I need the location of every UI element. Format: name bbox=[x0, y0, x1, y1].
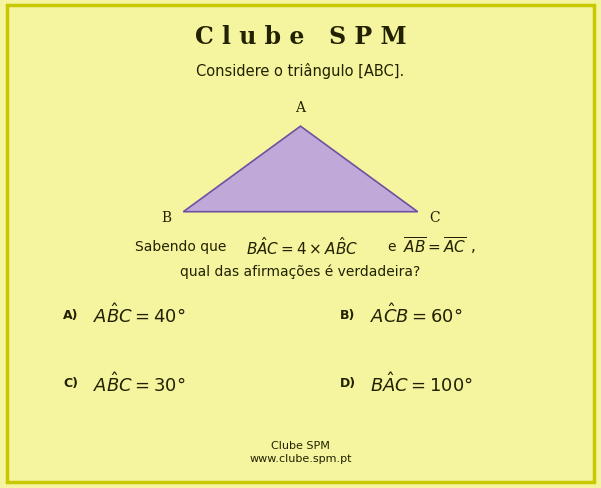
Text: ,: , bbox=[471, 239, 475, 254]
Text: $B\hat{A}C = 4\times A\hat{B}C$: $B\hat{A}C = 4\times A\hat{B}C$ bbox=[246, 236, 359, 257]
Text: A): A) bbox=[63, 308, 79, 321]
Text: C: C bbox=[429, 210, 440, 224]
Text: $\overline{AB}=\overline{AC}$: $\overline{AB}=\overline{AC}$ bbox=[403, 236, 466, 257]
Text: Clube SPM: Clube SPM bbox=[271, 440, 330, 450]
Text: $B\hat{A}C = 100°$: $B\hat{A}C = 100°$ bbox=[370, 371, 472, 395]
Polygon shape bbox=[183, 127, 418, 212]
Text: qual das afirmações é verdadeira?: qual das afirmações é verdadeira? bbox=[180, 264, 421, 279]
Text: Sabendo que: Sabendo que bbox=[135, 240, 227, 253]
Text: $A\hat{B}C = 40°$: $A\hat{B}C = 40°$ bbox=[93, 303, 186, 326]
Text: www.clube.spm.pt: www.clube.spm.pt bbox=[249, 453, 352, 463]
Text: D): D) bbox=[340, 377, 356, 389]
Text: C): C) bbox=[63, 377, 78, 389]
Text: $A\hat{B}C = 30°$: $A\hat{B}C = 30°$ bbox=[93, 371, 186, 395]
Text: C l u b e   S P M: C l u b e S P M bbox=[195, 24, 406, 49]
Text: Considere o triângulo [ABC].: Considere o triângulo [ABC]. bbox=[197, 63, 404, 79]
Text: B): B) bbox=[340, 308, 355, 321]
Text: e: e bbox=[388, 240, 396, 253]
FancyBboxPatch shape bbox=[7, 6, 594, 482]
Text: A: A bbox=[296, 101, 305, 115]
Text: $A\hat{C}B = 60°$: $A\hat{C}B = 60°$ bbox=[370, 303, 462, 326]
Text: B: B bbox=[162, 210, 172, 224]
